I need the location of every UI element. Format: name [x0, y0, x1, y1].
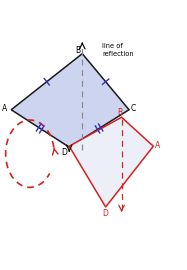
Text: B: B [118, 108, 123, 117]
Polygon shape [69, 117, 153, 207]
Polygon shape [11, 54, 129, 147]
Text: B: B [75, 46, 80, 55]
Text: line of
reflection: line of reflection [102, 43, 134, 57]
Text: A: A [2, 104, 7, 113]
Text: D: D [62, 148, 68, 157]
Text: C: C [131, 104, 136, 113]
Text: D: D [102, 210, 108, 218]
Text: A: A [155, 141, 161, 150]
